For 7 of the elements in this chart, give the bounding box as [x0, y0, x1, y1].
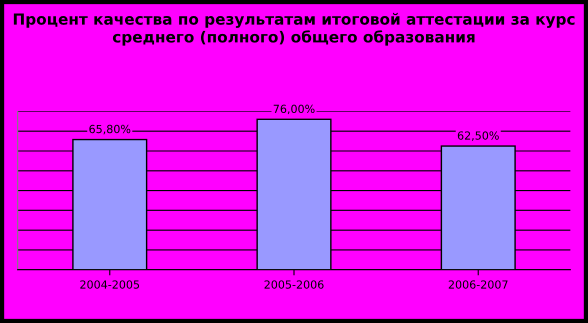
x-tick-label: 2006-2007 [448, 280, 508, 289]
x-tick-label: 2004-2005 [80, 280, 140, 289]
data-label: 65,80% [89, 124, 130, 134]
data-label: 62,50% [458, 131, 499, 141]
x-tick-label: 2005-2006 [264, 280, 324, 289]
chart-title: Процент качества по результатам итоговой аттестации за курс среднего (полного) общего образования [14, 12, 575, 46]
data-label: 76,00% [274, 104, 315, 114]
